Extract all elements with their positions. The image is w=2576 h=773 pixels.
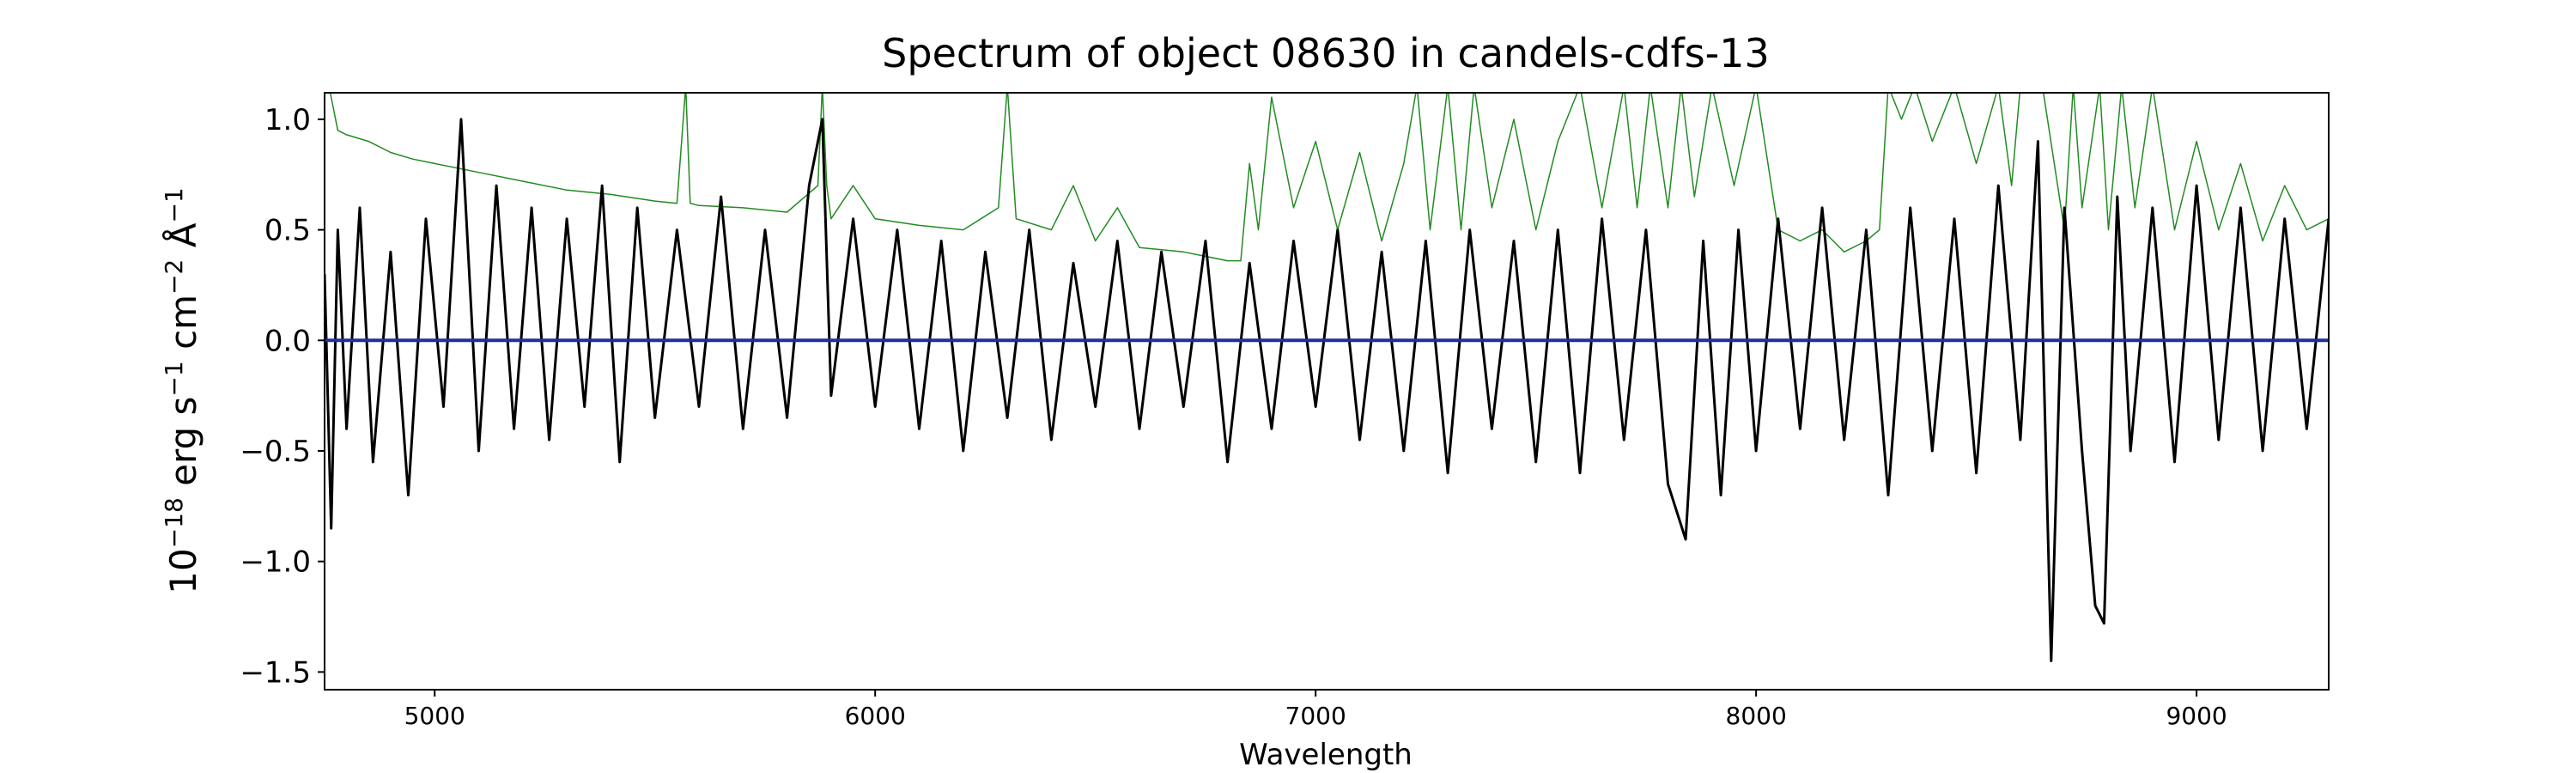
y-label-base: 10 xyxy=(162,548,204,593)
y-label-exp: −18 xyxy=(160,497,188,548)
y-tick-label: 0.5 xyxy=(264,214,311,248)
series-layer xyxy=(325,93,2329,662)
flux-series-line xyxy=(325,118,2329,662)
y-tick-label: 0.0 xyxy=(264,324,311,358)
y-label-exp2: −2 xyxy=(160,259,188,295)
y-label-text1: erg s xyxy=(162,397,204,498)
y-label-text3: Å xyxy=(161,222,204,259)
chart-title: Spectrum of object 08630 in candels-cdfs… xyxy=(882,30,1770,76)
y-axis-ticks: −1.5 −1.0 −0.5 0.0 0.5 1.0 xyxy=(240,103,325,690)
y-tick-label: −1.5 xyxy=(240,655,311,690)
y-label-exp1: −1 xyxy=(160,361,188,396)
y-axis-label: 10−18 erg s−1 cm−2 Å−1 xyxy=(160,187,205,593)
x-tick-label: 6000 xyxy=(845,702,906,730)
error-series-line xyxy=(329,93,2329,262)
plot-area-frame xyxy=(324,92,2330,691)
x-tick-label: 5000 xyxy=(404,702,465,730)
y-tick-label: 1.0 xyxy=(264,103,311,137)
y-tick-label: −1.0 xyxy=(240,545,311,580)
x-axis-ticks: 5000 6000 7000 8000 9000 xyxy=(404,690,2227,730)
y-tick-label: −0.5 xyxy=(240,435,311,469)
y-label-text2: cm xyxy=(162,295,204,361)
x-tick-label: 7000 xyxy=(1285,702,1346,730)
x-tick-label: 8000 xyxy=(1726,702,1787,730)
x-axis-label: Wavelength xyxy=(1239,738,1413,772)
x-tick-label: 9000 xyxy=(2166,702,2227,730)
y-label-exp3: −1 xyxy=(160,187,188,222)
